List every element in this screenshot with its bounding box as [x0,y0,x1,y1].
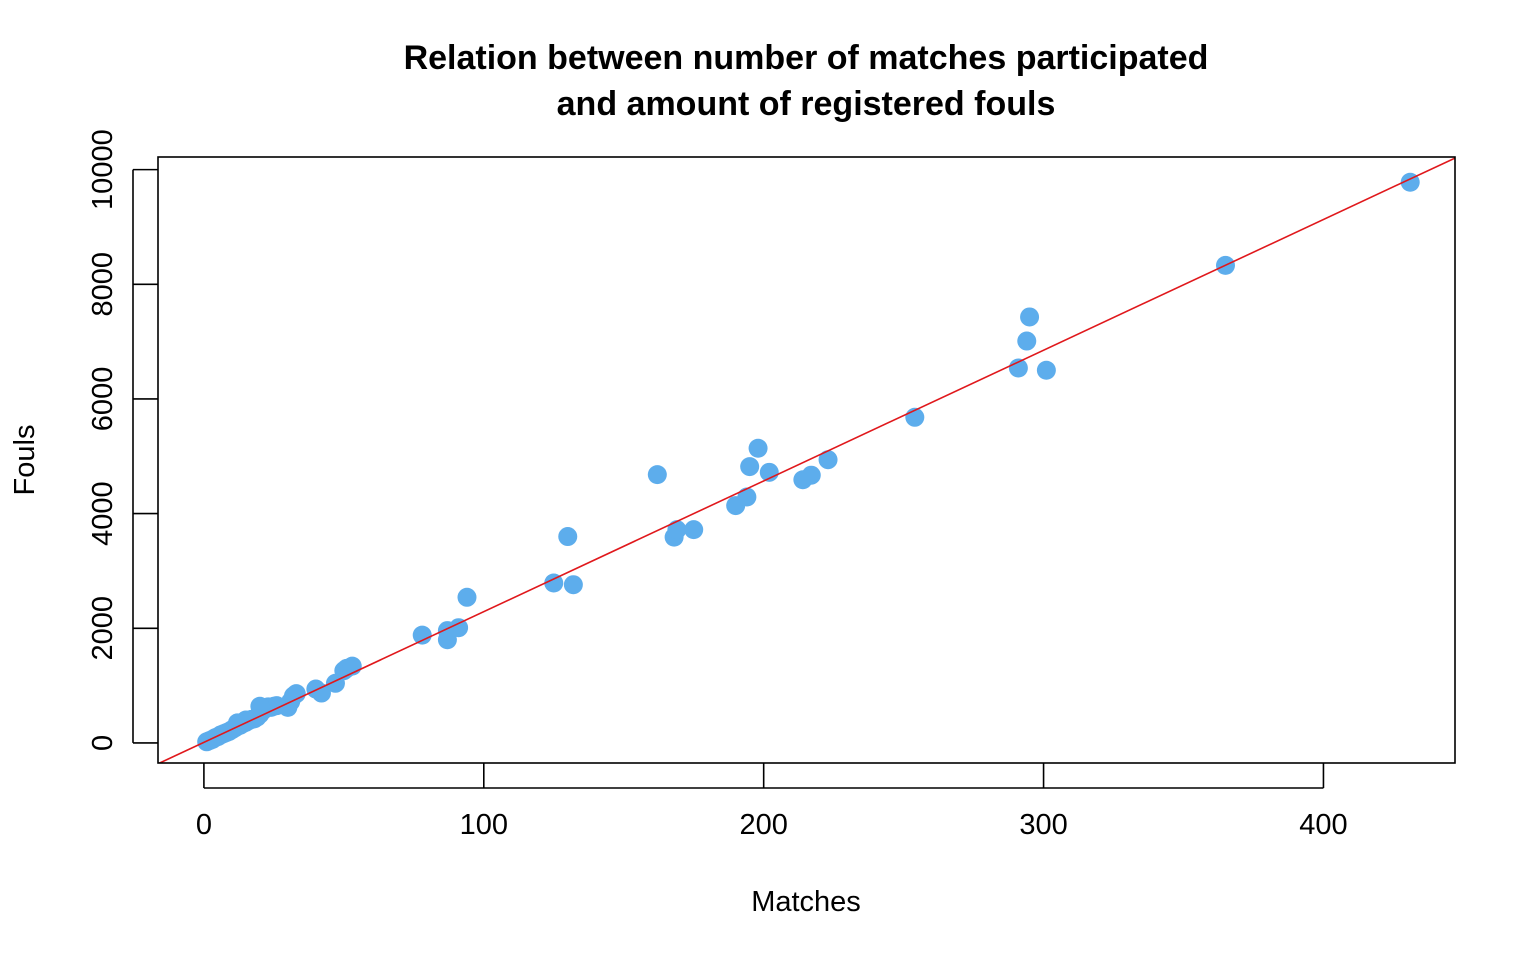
y-tick-label-8000: 8000 [87,252,119,317]
y-tick-label-4000: 4000 [87,481,119,546]
data-point-60 [1008,358,1028,378]
y-tick-label-6000: 6000 [87,367,119,432]
data-point-49 [667,520,687,540]
data-point-50 [684,520,704,540]
data-point-54 [748,438,768,458]
plot-area [157,156,1456,764]
data-point-45 [558,527,578,547]
x-axis-label: Matches [751,886,861,918]
plot-frame [157,156,1456,764]
data-point-26 [250,696,270,716]
x-axis: 0 100 200 300 400 [196,763,1348,841]
chart-title-line-1: Relation between number of matches parti… [404,39,1209,77]
chart-title-line-2: and amount of registered fouls [557,85,1056,123]
data-point-53 [740,457,760,477]
data-point-43 [457,587,477,607]
data-point-61 [1017,331,1037,351]
data-point-34 [311,683,331,703]
x-tick-label-0: 0 [196,809,212,841]
data-point-58 [818,450,838,470]
data-point-52 [737,487,757,507]
data-point-42 [449,618,469,638]
data-point-63 [1036,360,1056,380]
data-point-57 [801,465,821,485]
data-point-44 [544,573,564,593]
x-tick-label-100: 100 [460,809,508,841]
data-point-55 [759,462,779,482]
y-axis: 0 2000 4000 6000 8000 10000 [87,129,158,751]
y-tick-label-0: 0 [87,735,119,751]
data-point-47 [647,465,667,485]
x-tick-label-200: 200 [739,809,787,841]
y-axis-label: Fouls [9,425,41,496]
data-point-46 [563,575,583,595]
regression-line [158,157,1455,763]
x-tick-label-300: 300 [1019,809,1067,841]
data-point-39 [412,625,432,645]
data-point-28 [227,713,247,733]
data-point-62 [1020,307,1040,327]
data-point-32 [286,684,306,704]
y-tick-label-2000: 2000 [87,596,119,661]
x-tick-label-400: 400 [1299,809,1347,841]
y-tick-label-10000: 10000 [87,129,119,210]
